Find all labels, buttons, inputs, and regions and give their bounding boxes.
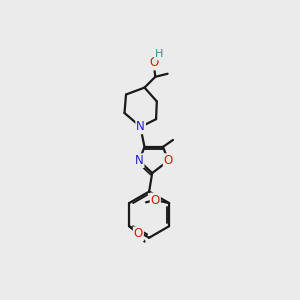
Text: N: N — [135, 154, 143, 167]
Text: O: O — [151, 194, 160, 206]
Text: H: H — [155, 50, 163, 59]
Text: O: O — [134, 227, 143, 240]
Text: O: O — [149, 56, 158, 69]
Text: N: N — [136, 120, 145, 134]
Text: O: O — [164, 154, 173, 167]
